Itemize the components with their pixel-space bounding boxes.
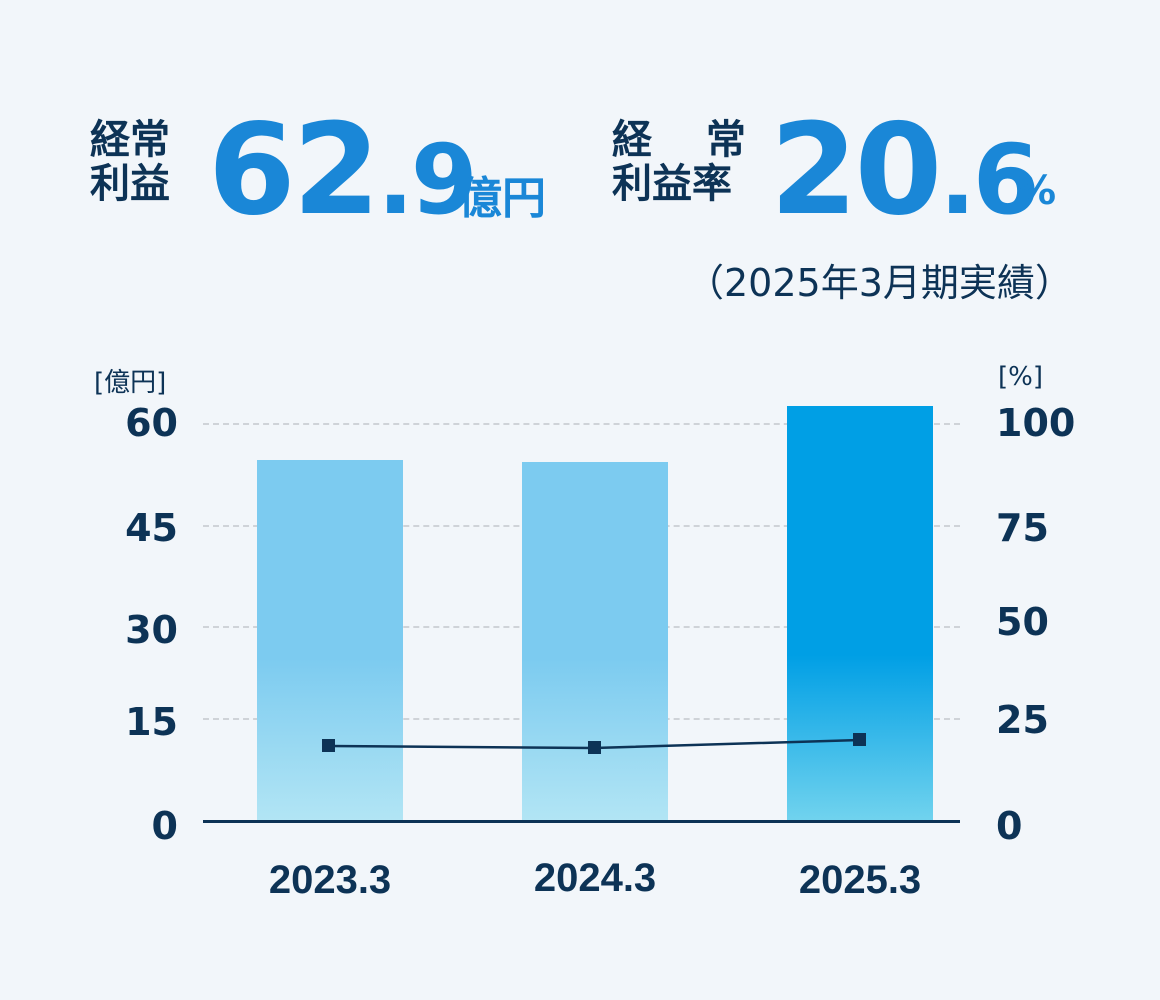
period-note: （2025年3月期実績）	[686, 261, 1073, 305]
left-tick: 30	[125, 608, 178, 652]
kpi-ordinary-profit-value: 62.9	[208, 96, 478, 243]
kpi-margin-value: 20.6	[770, 96, 1040, 243]
right-axis-unit: [%]	[998, 362, 1043, 392]
kpi-value-int: 20	[770, 96, 942, 243]
bar-2024-3	[522, 462, 668, 821]
kpi-value-dec: .9	[377, 124, 477, 236]
kpi-ordinary-profit-label: 経常 利益	[90, 118, 170, 206]
kpi-value-dec: .6	[939, 124, 1039, 236]
kpi-value-int: 62	[208, 96, 380, 243]
kpi-label-line2: 利益率	[612, 161, 732, 207]
right-tick: 50	[996, 600, 1049, 644]
x-axis-baseline	[203, 820, 960, 823]
kpi-label-line1: 経常	[90, 117, 170, 163]
kpi-label-line2: 利益	[90, 161, 170, 207]
category-label: 2023.3	[268, 858, 392, 902]
marker-2023-3	[322, 739, 335, 752]
category-label: 2025.3	[798, 858, 922, 902]
category-label: 2024.3	[533, 856, 657, 900]
kpi-label-line1: 経 常	[612, 117, 746, 163]
left-tick: 60	[125, 401, 178, 445]
marker-2024-3	[588, 741, 601, 754]
kpi-ordinary-profit-unit: 億円	[458, 173, 546, 224]
right-tick: 0	[996, 804, 1023, 848]
marker-2025-3	[853, 733, 866, 746]
bar-2025-3	[787, 406, 933, 821]
kpi-margin-unit: %	[1016, 168, 1057, 214]
left-tick: 15	[125, 700, 178, 744]
left-tick: 0	[151, 804, 178, 848]
gridline-60	[203, 423, 960, 425]
right-tick: 75	[996, 506, 1049, 550]
right-tick: 100	[996, 401, 1076, 445]
right-tick: 25	[996, 698, 1049, 742]
kpi-margin-label: 経 常 利益率	[612, 118, 746, 206]
bar-2023-3	[257, 460, 403, 821]
left-tick: 45	[125, 506, 178, 550]
left-axis-unit: [億円]	[94, 368, 167, 398]
